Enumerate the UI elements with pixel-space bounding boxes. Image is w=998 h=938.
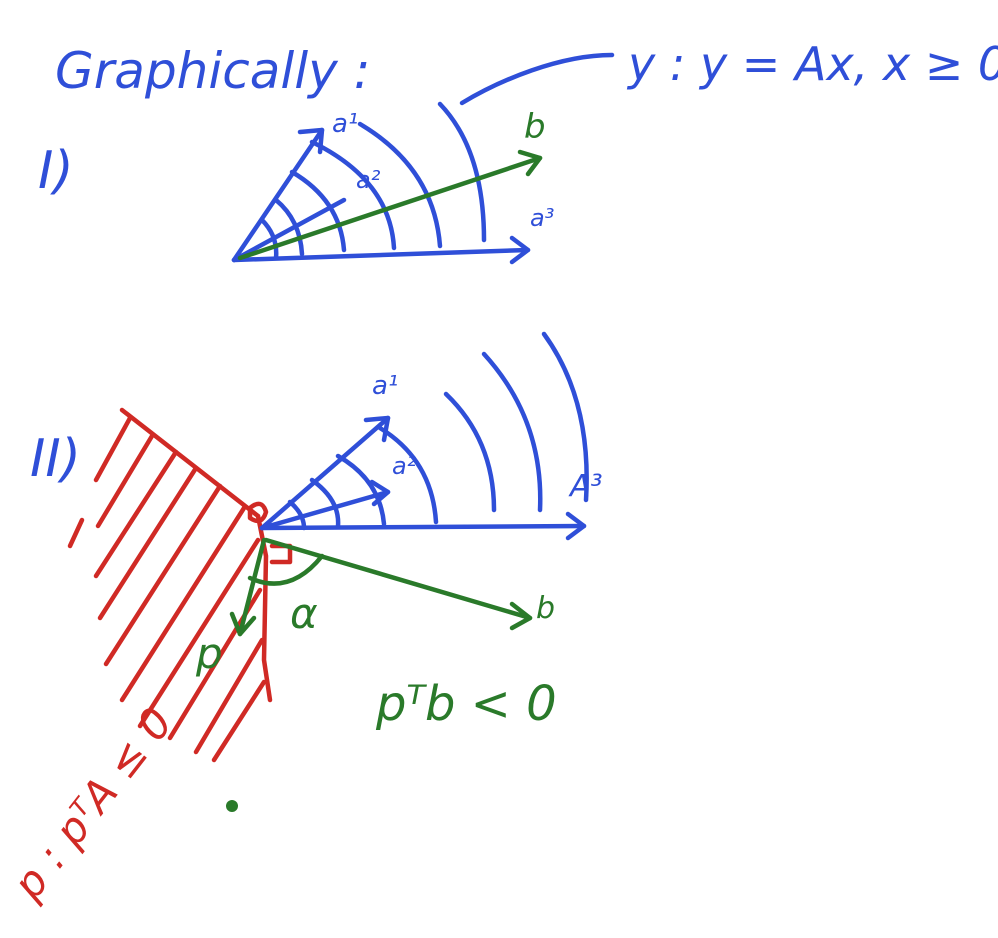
case-1-cone-arc xyxy=(437,101,487,243)
case-1-cone-arc xyxy=(357,121,443,249)
case-2-vector-b xyxy=(263,537,533,621)
case-2-vector-a1 xyxy=(259,415,391,531)
case-2-label-p: p xyxy=(195,629,223,678)
case-2-vector-a2 xyxy=(259,489,391,531)
green-dot xyxy=(226,800,238,812)
case-2-angle-arc xyxy=(247,553,325,586)
case-1-vector-a2 xyxy=(231,197,347,263)
case-2-roman: II) xyxy=(30,429,81,489)
case-2-arrowhead-p xyxy=(229,611,257,637)
case-2-arrowhead-a3 xyxy=(565,511,587,541)
condition-ptb: pᵀb < 0 xyxy=(375,676,557,732)
cone-label-leader xyxy=(459,52,615,106)
case-1-figure: I) a¹ a² a³ b xyxy=(38,101,554,265)
case-2-label-a3: A³ xyxy=(568,469,603,504)
case-2-cone-arc xyxy=(481,351,543,513)
case-2-cone-arc xyxy=(443,391,497,513)
condition-pta-group: p : pᵀA ≤ 0 xyxy=(3,699,182,909)
case-2-cone-arc xyxy=(287,499,307,531)
case-1-vector-a1 xyxy=(231,127,325,263)
dual-region-hatching xyxy=(67,407,293,763)
cone-label-text: y : y = Ax, x ≥ 0 xyxy=(626,37,998,91)
case-2-arrowhead-b xyxy=(509,601,533,631)
case-1-cone-arc xyxy=(289,169,347,253)
case-1-arrowhead-a3 xyxy=(509,235,531,265)
case-1-label-a1: a¹ xyxy=(332,109,358,139)
case-1-label-a2: a² xyxy=(356,166,381,194)
case-1-cone-arc xyxy=(273,197,305,257)
case-1-cone-arc xyxy=(309,139,397,251)
case-1-vector-b xyxy=(237,155,543,261)
case-2-cone-arc xyxy=(377,425,439,525)
case-1-label-a3: a³ xyxy=(530,204,554,232)
case-2-label-b: b xyxy=(536,591,555,626)
condition-pta: p : pᵀA ≤ 0 xyxy=(3,699,182,909)
case-2-vector-a3 xyxy=(259,523,587,531)
case-2-figure: II) xyxy=(3,331,603,909)
case-1-arrowhead-b xyxy=(517,149,543,177)
case-2-vector-p xyxy=(237,537,267,637)
case-1-label-b: b xyxy=(524,107,546,147)
case-2-cone-arc xyxy=(335,453,387,527)
case-2-cone-arc xyxy=(309,477,341,529)
case-2-label-alpha: α xyxy=(290,589,318,638)
heading-text: Graphically : xyxy=(55,42,371,100)
case-1-vector-a3 xyxy=(231,247,531,263)
case-2-cone-arc xyxy=(541,331,589,503)
case-2-label-a1: a¹ xyxy=(372,371,398,401)
case-1-roman: I) xyxy=(38,141,74,201)
case-2-label-a2: a² xyxy=(392,452,417,480)
